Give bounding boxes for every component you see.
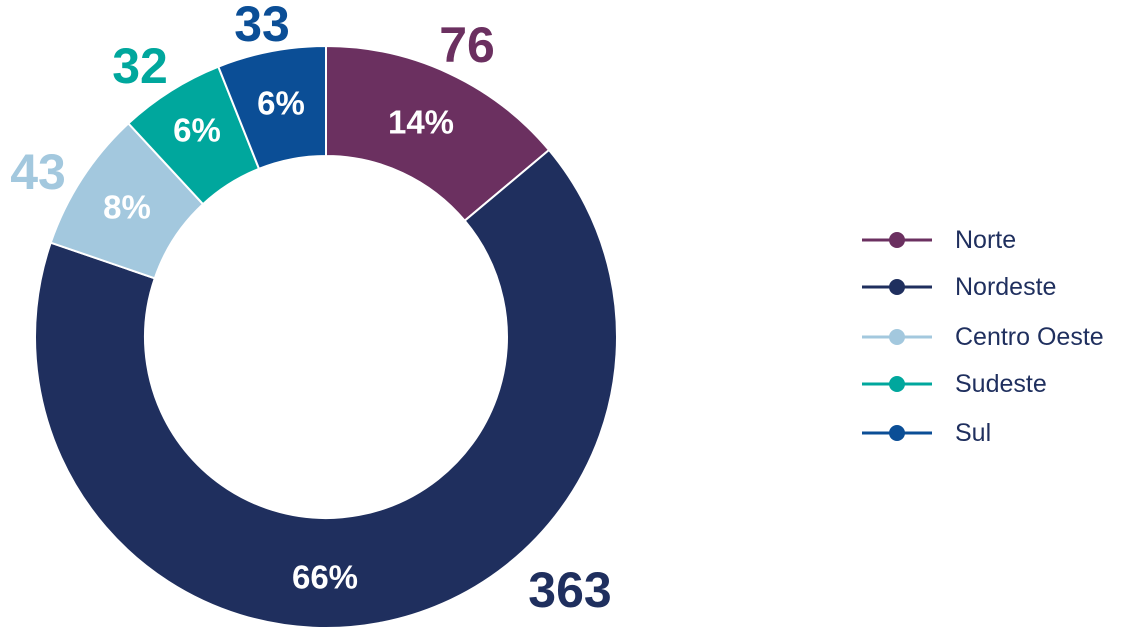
- donut-segment-nordeste: [34, 148, 618, 629]
- legend-marker: [889, 329, 905, 345]
- value-label: 363: [528, 562, 611, 618]
- percent-label: 14%: [388, 104, 454, 141]
- legend-label: Centro Oeste: [955, 323, 1104, 351]
- percent-label: 6%: [173, 112, 221, 149]
- legend-label: Sul: [955, 419, 991, 447]
- legend-label: Norte: [955, 226, 1016, 254]
- value-label: 43: [10, 144, 66, 200]
- percent-label: 6%: [257, 85, 305, 122]
- legend-marker: [889, 425, 905, 441]
- value-label: 32: [112, 38, 168, 94]
- legend-marker: [889, 279, 905, 295]
- percent-label: 8%: [103, 189, 151, 226]
- value-label: 76: [439, 17, 495, 73]
- donut-segment-sul: [217, 44, 327, 171]
- legend-marker: [889, 232, 905, 248]
- legend-label: Sudeste: [955, 370, 1047, 398]
- value-label: 33: [234, 0, 290, 52]
- percent-label: 66%: [292, 559, 358, 596]
- legend-marker: [889, 376, 905, 392]
- legend-label: Nordeste: [955, 273, 1056, 301]
